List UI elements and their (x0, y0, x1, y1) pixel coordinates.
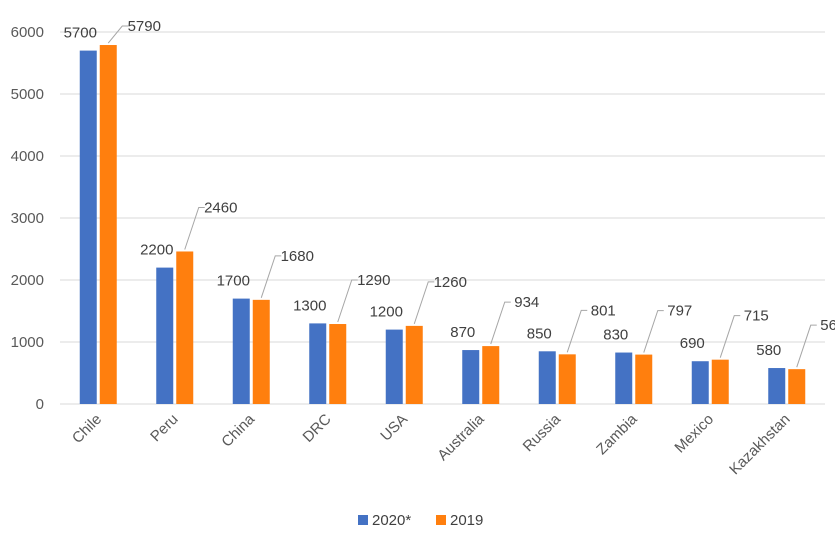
bar-series2 (558, 354, 576, 404)
x-tick-label: Australia (434, 410, 488, 464)
leader-line (413, 281, 435, 325)
legend: 2020* 2019 (358, 512, 483, 529)
data-label: 5700 (64, 25, 97, 42)
data-label: 1700 (217, 273, 250, 290)
data-label: 562 (820, 317, 835, 334)
leader-line (260, 255, 282, 298)
legend-label: 2019 (450, 512, 483, 529)
leader-line (796, 324, 817, 368)
leader-lines (107, 25, 817, 368)
data-label: 870 (450, 324, 475, 341)
bar-series2 (99, 45, 117, 405)
x-tick-label: DRC (300, 411, 335, 446)
legend-swatch (436, 515, 446, 525)
x-tick-label: USA (377, 411, 411, 445)
y-tick-label: 3000 (11, 210, 44, 227)
bar-series1 (79, 50, 97, 404)
bar-series2 (788, 369, 806, 404)
bar-series2 (711, 359, 729, 404)
leader-line (490, 301, 511, 345)
data-label: 2460 (204, 199, 237, 216)
bar-series1 (768, 368, 786, 404)
x-tick-label: Kazakhstan (726, 411, 793, 478)
x-axis: Chile Peru China DRC USA Australia Russia Zambi… (69, 410, 794, 478)
bars (79, 45, 806, 405)
bar-series2 (635, 354, 653, 404)
y-tick-label: 5000 (11, 86, 44, 103)
leader-line (719, 315, 741, 358)
leader-line (643, 310, 664, 353)
y-tick-label: 6000 (11, 24, 44, 41)
bar-series2 (176, 251, 194, 404)
legend-swatch (358, 515, 368, 525)
bar-series1 (385, 329, 403, 404)
leader-line (107, 25, 129, 44)
data-label: 5790 (128, 18, 161, 35)
data-label: 797 (667, 303, 692, 320)
bar-series1 (232, 298, 250, 404)
x-tick-label: Mexico (671, 411, 717, 457)
gridlines (60, 31, 825, 405)
y-tick-label: 2000 (11, 272, 44, 289)
data-label: 934 (514, 294, 539, 311)
data-label: 715 (744, 308, 769, 325)
x-tick-label: Russia (520, 410, 565, 455)
y-tick-label: 4000 (11, 148, 44, 165)
legend-label: 2020* (372, 512, 411, 529)
bar-series1 (309, 323, 327, 404)
y-tick-label: 1000 (11, 334, 44, 351)
bar-series2 (252, 299, 270, 404)
bar-series2 (482, 346, 500, 404)
bar-series2 (405, 325, 423, 404)
bar-series1 (615, 352, 633, 404)
bar-series1 (462, 350, 480, 404)
data-label: 580 (756, 342, 781, 359)
data-label: 1290 (357, 272, 390, 289)
x-tick-label: Peru (147, 411, 181, 445)
bar-series1 (538, 351, 556, 404)
data-labels: 5700 5790 2200 2460 1700 1680 1300 1290 1200 1260… (64, 18, 835, 359)
data-label: 1260 (434, 274, 467, 291)
data-label: 801 (591, 302, 616, 319)
data-label: 1680 (281, 248, 314, 265)
leader-line (337, 279, 358, 323)
bar-series1 (156, 267, 174, 404)
bar-series1 (691, 361, 709, 404)
data-label: 2200 (140, 242, 173, 259)
data-label: 690 (680, 335, 705, 352)
data-label: 850 (527, 325, 552, 342)
data-label: 830 (603, 327, 628, 344)
data-label: 1200 (370, 304, 403, 321)
data-label: 1300 (293, 297, 326, 314)
leader-line (184, 206, 205, 250)
x-tick-label: China (218, 410, 258, 450)
y-tick-label: 0 (36, 396, 44, 413)
bar-series2 (329, 324, 347, 404)
leader-line (566, 309, 588, 353)
x-tick-label: Chile (69, 411, 105, 447)
x-tick-label: Zambia (593, 410, 641, 458)
y-axis: 0 1000 2000 3000 4000 5000 6000 (11, 24, 44, 413)
